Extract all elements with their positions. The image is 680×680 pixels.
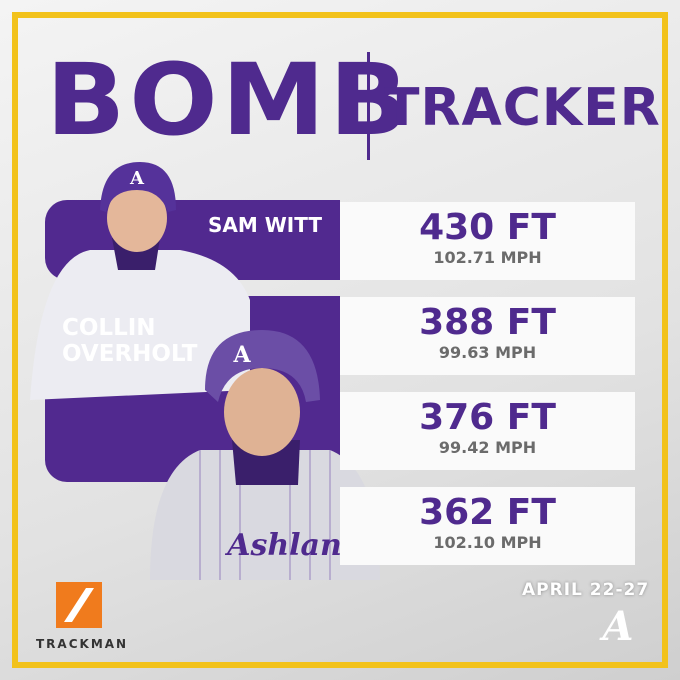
- team-logo: A: [598, 603, 633, 646]
- hit-row: 376 FT 99.42 MPH: [340, 392, 635, 470]
- jersey: [30, 250, 250, 400]
- player-name: COLLIN OVERHOLT: [62, 315, 198, 368]
- frame: [12, 12, 668, 668]
- helmet: [205, 330, 320, 402]
- sponsor-name: TRACKMAN: [36, 637, 129, 651]
- sponsor-logo: [56, 582, 102, 628]
- title-right: TRACKER: [384, 78, 661, 138]
- helmet-logo: A: [232, 342, 251, 368]
- helmet-logo: A: [129, 168, 145, 189]
- jersey: [150, 450, 380, 580]
- hit-row: 362 FT 102.10 MPH: [340, 487, 635, 565]
- exit-velocity: 102.71 MPH: [433, 247, 542, 267]
- helmet: [100, 162, 176, 212]
- divider: [367, 52, 370, 160]
- exit-velocity: 99.63 MPH: [438, 342, 537, 362]
- face: [107, 184, 167, 252]
- player-photos: A A Ashland: [30, 162, 380, 580]
- exit-velocity: 99.42 MPH: [438, 437, 537, 457]
- player-name: SAM WITT: [208, 213, 322, 237]
- distance: 376 FT: [419, 397, 556, 438]
- exit-velocity: 102.10 MPH: [433, 532, 542, 552]
- logo-slash: [64, 588, 94, 622]
- distance: 362 FT: [419, 492, 556, 533]
- jersey-script: Ashland: [224, 528, 363, 563]
- hit-row: 430 FT 102.71 MPH: [340, 202, 635, 280]
- title-left: BOMB: [46, 42, 413, 158]
- distance: 388 FT: [419, 302, 556, 343]
- hit-row: 388 FT 99.63 MPH: [340, 297, 635, 375]
- team-logo-letter: A: [598, 603, 633, 646]
- face: [224, 368, 300, 456]
- date-range: APRIL 22-27: [522, 580, 650, 600]
- distance: 430 FT: [419, 207, 556, 248]
